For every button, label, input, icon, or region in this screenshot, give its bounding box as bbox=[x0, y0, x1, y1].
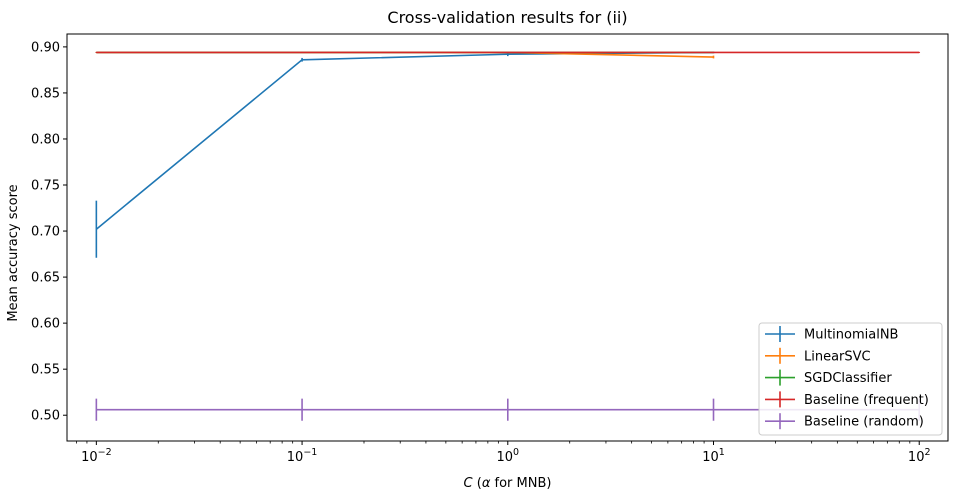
x-axis-label: C (α for MNB) bbox=[464, 476, 552, 491]
series-line bbox=[95, 51, 714, 230]
legend-item: Baseline (random) bbox=[765, 413, 924, 430]
x-tick-label: 102 bbox=[908, 447, 931, 465]
y-axis-label: Mean accuracy score bbox=[6, 184, 21, 321]
legend-label: SGDClassifier bbox=[804, 371, 892, 386]
y-tick-label: 0.85 bbox=[31, 86, 60, 101]
x-tick-label: 101 bbox=[702, 447, 725, 465]
series-3 bbox=[95, 51, 921, 54]
x-tick-label: 10−1 bbox=[287, 447, 318, 465]
y-tick-label: 0.80 bbox=[31, 132, 60, 147]
y-tick-label: 0.55 bbox=[31, 363, 60, 378]
series-0 bbox=[95, 51, 715, 258]
legend-item: MultinomialNB bbox=[765, 326, 898, 343]
legend-label: LinearSVC bbox=[804, 349, 871, 364]
y-tick-label: 0.70 bbox=[31, 225, 60, 240]
legend-item: Baseline (frequent) bbox=[765, 391, 929, 408]
legend: MultinomialNB LinearSVC SGDClassifier Basel… bbox=[758, 322, 943, 436]
legend-label: Baseline (random) bbox=[804, 415, 924, 430]
x-axis-label-var: C bbox=[464, 476, 474, 491]
y-tick-label: 0.60 bbox=[31, 317, 60, 332]
legend-label: MultinomialNB bbox=[804, 328, 898, 343]
x-tick-label: 10−2 bbox=[81, 447, 112, 465]
legend-item: LinearSVC bbox=[765, 347, 871, 364]
y-tick-label: 0.65 bbox=[31, 271, 60, 286]
x-axis-label-alpha: α bbox=[482, 476, 491, 491]
axes: 0.50 0.55 0.60 0.65 0.70 0.75 0.80 0.85 0.90 10−2… bbox=[31, 33, 949, 465]
y-tick-label: 0.50 bbox=[31, 409, 60, 424]
legend-label: Baseline (frequent) bbox=[804, 393, 929, 408]
chart-title: Cross-validation results for (ii) bbox=[387, 8, 627, 27]
legend-item: SGDClassifier bbox=[765, 369, 892, 386]
y-tick-label: 0.90 bbox=[31, 40, 60, 55]
x-axis-label-rest: for MNB) bbox=[490, 476, 551, 491]
x-axis-label-open: ( bbox=[473, 476, 482, 491]
x-tick-label: 100 bbox=[496, 447, 519, 465]
y-tick-label: 0.75 bbox=[31, 179, 60, 194]
legend-box bbox=[758, 322, 943, 436]
